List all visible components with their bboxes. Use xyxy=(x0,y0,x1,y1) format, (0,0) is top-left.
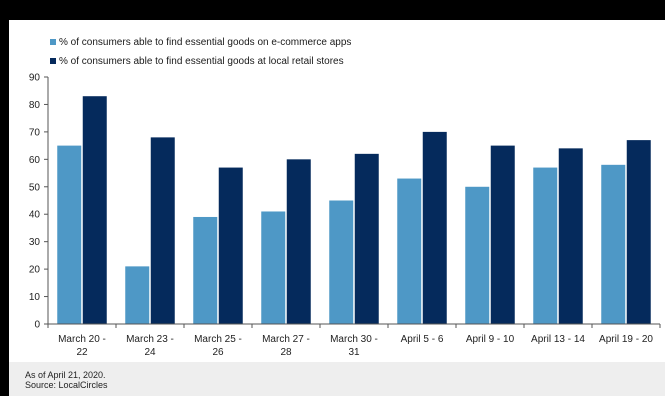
x-category-label: 24 xyxy=(144,347,156,358)
footer-note: As of April 21, 2020. xyxy=(25,370,106,380)
bar-ecommerce xyxy=(397,178,422,324)
bar-retail xyxy=(354,153,379,324)
x-category-label: April 9 - 10 xyxy=(466,334,515,345)
legend-swatch-ecommerce xyxy=(50,39,56,45)
y-tick-label: 70 xyxy=(29,127,41,138)
bar-retail xyxy=(82,96,107,324)
bar-ecommerce xyxy=(601,164,626,324)
y-tick-label: 10 xyxy=(29,292,41,303)
x-category-label: March 23 - xyxy=(126,334,174,345)
bar-retail xyxy=(490,145,515,324)
y-tick-label: 20 xyxy=(29,265,41,276)
y-tick-label: 50 xyxy=(29,182,41,193)
legend-item-ecommerce: % of consumers able to find essential go… xyxy=(50,36,351,48)
y-tick-label: 40 xyxy=(29,210,41,221)
bar-ecommerce xyxy=(57,145,82,324)
x-category-label: 26 xyxy=(212,347,224,358)
legend-item-retail: % of consumers able to find essential go… xyxy=(50,55,344,67)
bar-retail xyxy=(218,167,243,324)
bar-retail xyxy=(626,140,651,324)
x-category-label: April 19 - 20 xyxy=(599,334,653,345)
bar-ecommerce xyxy=(533,167,558,324)
x-category-label: April 13 - 14 xyxy=(531,334,585,345)
x-category-label: March 25 - xyxy=(194,334,242,345)
chart-footer: As of April 21, 2020. Source: LocalCircl… xyxy=(9,362,665,396)
y-tick-label: 90 xyxy=(29,73,41,84)
x-category-label: March 30 - xyxy=(330,334,378,345)
bar-ecommerce xyxy=(193,216,218,324)
y-tick-label: 0 xyxy=(34,320,40,331)
legend-label-ecommerce: % of consumers able to find essential go… xyxy=(59,36,352,48)
x-category-label: 31 xyxy=(348,347,360,358)
bar-retail xyxy=(150,137,175,324)
bar-ecommerce xyxy=(125,266,150,324)
bar-retail xyxy=(558,148,583,324)
footer-source: Source: LocalCircles xyxy=(25,380,108,390)
bar-retail xyxy=(286,159,311,324)
bar-retail xyxy=(422,131,447,324)
bar-ecommerce xyxy=(465,186,490,324)
x-category-label: 22 xyxy=(76,347,88,358)
legend-label-retail: % of consumers able to find essential go… xyxy=(59,55,344,67)
bar-ecommerce xyxy=(329,200,354,324)
y-tick-label: 30 xyxy=(29,237,41,248)
y-tick-label: 80 xyxy=(29,100,41,111)
x-category-label: March 27 - xyxy=(262,334,310,345)
legend-swatch-retail xyxy=(50,58,56,64)
x-category-label: March 20 - xyxy=(58,334,106,345)
y-tick-label: 60 xyxy=(29,155,41,166)
x-category-label: 28 xyxy=(280,347,292,358)
bar-ecommerce xyxy=(261,211,286,324)
x-category-label: April 5 - 6 xyxy=(401,334,444,345)
